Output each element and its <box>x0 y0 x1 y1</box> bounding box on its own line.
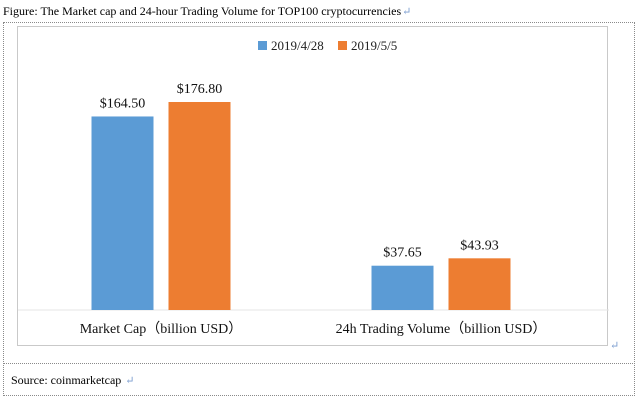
caption-text: Figure: The Market cap and 24-hour Tradi… <box>3 4 402 18</box>
row-separator <box>3 363 635 364</box>
legend-label-0: 2019/4/28 <box>271 38 324 53</box>
source-text: Source: coinmarketcap <box>11 373 122 387</box>
return-mark-icon: ↵ <box>402 6 412 18</box>
figure-caption: Figure: The Market cap and 24-hour Tradi… <box>3 4 411 19</box>
bar-0-1 <box>168 102 231 310</box>
cell-end-mark-icon: ↵ <box>610 340 620 352</box>
bar-1-0 <box>371 265 434 310</box>
bar-chart: 2019/4/28 2019/5/5 $164.50 $176.80 Market Ca… <box>18 38 609 337</box>
legend-swatch-0 <box>258 41 267 50</box>
legend-swatch-1 <box>338 41 347 50</box>
category-label-0: Market Cap（billion USD） <box>80 321 243 337</box>
table-frame <box>3 22 635 396</box>
bar-1-1 <box>448 258 511 310</box>
legend-label-1: 2019/5/5 <box>351 38 397 53</box>
source-return-mark-icon: ↵ <box>125 375 135 387</box>
category-label-1: 24h Trading Volume（billion USD） <box>336 321 547 337</box>
bar-value-label-1-1: $43.93 <box>460 238 499 253</box>
source-note: Source: coinmarketcap ↵ <box>11 373 135 388</box>
chart-area: 2019/4/28 2019/5/5 $164.50 $176.80 Market Ca… <box>17 26 609 346</box>
bar-0-0 <box>91 116 154 311</box>
bar-value-label-0-0: $164.50 <box>100 96 146 111</box>
bar-value-label-1-0: $37.65 <box>383 246 422 261</box>
bar-value-label-0-1: $176.80 <box>177 82 223 97</box>
